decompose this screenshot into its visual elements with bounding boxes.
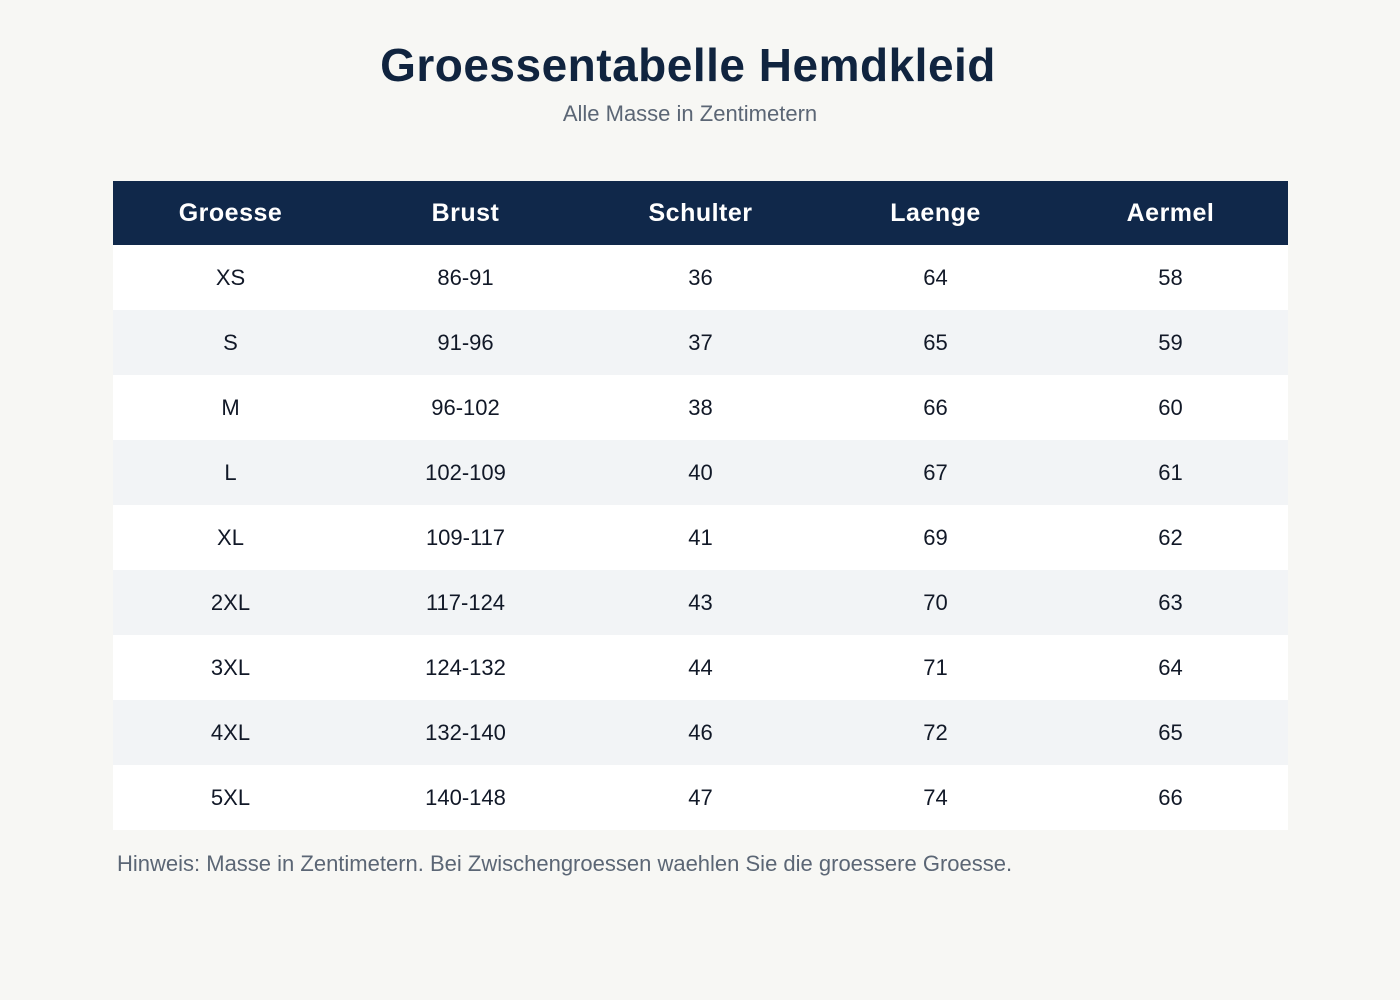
cell-chest: 102-109 <box>348 440 583 505</box>
cell-size: XS <box>113 245 348 310</box>
cell-length: 70 <box>818 570 1053 635</box>
cell-chest: 124-132 <box>348 635 583 700</box>
cell-size: 2XL <box>113 570 348 635</box>
column-header-length: Laenge <box>818 181 1053 245</box>
cell-shoulder: 37 <box>583 310 818 375</box>
cell-shoulder: 40 <box>583 440 818 505</box>
table-row: 5XL 140-148 47 74 66 <box>113 765 1288 830</box>
table-row: 3XL 124-132 44 71 64 <box>113 635 1288 700</box>
cell-chest: 117-124 <box>348 570 583 635</box>
size-chart-table: Groesse Brust Schulter Laenge Aermel XS … <box>113 181 1288 830</box>
cell-chest: 96-102 <box>348 375 583 440</box>
column-header-size: Groesse <box>113 181 348 245</box>
table-row: 2XL 117-124 43 70 63 <box>113 570 1288 635</box>
cell-size: 3XL <box>113 635 348 700</box>
cell-length: 71 <box>818 635 1053 700</box>
table-row: XL 109-117 41 69 62 <box>113 505 1288 570</box>
column-header-sleeve: Aermel <box>1053 181 1288 245</box>
footnote: Hinweis: Masse in Zentimetern. Bei Zwisc… <box>117 851 1013 876</box>
page-title: Groessentabelle Hemdkleid <box>380 39 996 91</box>
cell-size: 5XL <box>113 765 348 830</box>
cell-chest: 140-148 <box>348 765 583 830</box>
cell-length: 67 <box>818 440 1053 505</box>
cell-size: S <box>113 310 348 375</box>
cell-sleeve: 63 <box>1053 570 1288 635</box>
table-row: L 102-109 40 67 61 <box>113 440 1288 505</box>
cell-length: 69 <box>818 505 1053 570</box>
table-row: M 96-102 38 66 60 <box>113 375 1288 440</box>
page-subtitle: Alle Masse in Zentimetern <box>562 101 818 126</box>
cell-sleeve: 64 <box>1053 635 1288 700</box>
cell-length: 74 <box>818 765 1053 830</box>
cell-size: 4XL <box>113 700 348 765</box>
cell-sleeve: 61 <box>1053 440 1288 505</box>
cell-sleeve: 60 <box>1053 375 1288 440</box>
cell-size: L <box>113 440 348 505</box>
cell-length: 72 <box>818 700 1053 765</box>
cell-shoulder: 46 <box>583 700 818 765</box>
cell-chest: 109-117 <box>348 505 583 570</box>
table-row: S 91-96 37 65 59 <box>113 310 1288 375</box>
cell-shoulder: 43 <box>583 570 818 635</box>
cell-length: 66 <box>818 375 1053 440</box>
cell-sleeve: 62 <box>1053 505 1288 570</box>
cell-chest: 132-140 <box>348 700 583 765</box>
cell-shoulder: 47 <box>583 765 818 830</box>
cell-shoulder: 41 <box>583 505 818 570</box>
cell-chest: 86-91 <box>348 245 583 310</box>
cell-size: M <box>113 375 348 440</box>
cell-sleeve: 65 <box>1053 700 1288 765</box>
column-header-shoulder: Schulter <box>583 181 818 245</box>
cell-shoulder: 44 <box>583 635 818 700</box>
cell-chest: 91-96 <box>348 310 583 375</box>
cell-sleeve: 58 <box>1053 245 1288 310</box>
cell-size: XL <box>113 505 348 570</box>
cell-sleeve: 66 <box>1053 765 1288 830</box>
table-row: XS 86-91 36 64 58 <box>113 245 1288 310</box>
cell-shoulder: 38 <box>583 375 818 440</box>
table-header-row: Groesse Brust Schulter Laenge Aermel <box>113 181 1288 245</box>
cell-length: 65 <box>818 310 1053 375</box>
table-row: 4XL 132-140 46 72 65 <box>113 700 1288 765</box>
column-header-chest: Brust <box>348 181 583 245</box>
cell-sleeve: 59 <box>1053 310 1288 375</box>
cell-length: 64 <box>818 245 1053 310</box>
cell-shoulder: 36 <box>583 245 818 310</box>
